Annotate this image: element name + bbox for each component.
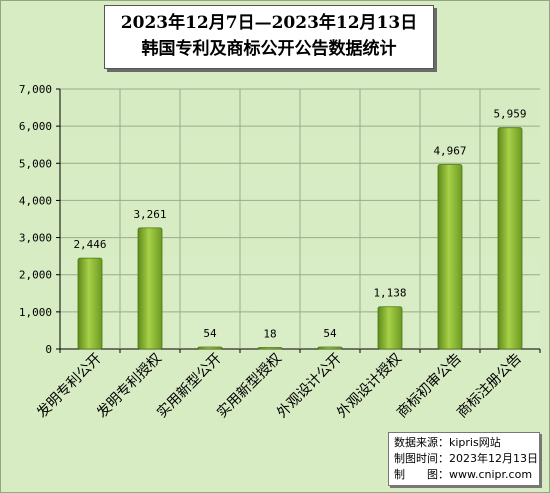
y-tick-label: 7,000: [19, 83, 52, 96]
source-box: 数据来源：kipris网站 制图时间：2023年12月13日 制 图：www.c…: [388, 432, 540, 486]
y-tick-label: 1,000: [19, 306, 52, 319]
y-tick-label: 4,000: [19, 194, 52, 207]
bar-value-label: 54: [323, 327, 337, 340]
bar-value-label: 1,138: [373, 287, 406, 300]
x-tick-label: 商标注册公告: [454, 351, 525, 422]
y-tick-label: 2,000: [19, 269, 52, 282]
bar-value-label: 54: [203, 327, 217, 340]
bar: [378, 307, 402, 349]
bar: [438, 165, 462, 349]
y-tick-label: 3,000: [19, 232, 52, 245]
chart-date-text: 制图时间：2023年12月13日: [394, 451, 539, 467]
bar-value-label: 2,446: [73, 238, 106, 251]
y-tick-label: 5,000: [19, 157, 52, 170]
bar-value-label: 5,959: [493, 108, 526, 121]
bar: [198, 347, 222, 349]
source-text: 数据来源：kipris网站: [394, 435, 539, 451]
y-tick-label: 0: [45, 343, 52, 356]
bar-value-label: 4,967: [433, 145, 466, 158]
bar: [138, 228, 162, 349]
bar: [318, 347, 342, 349]
bar: [498, 128, 522, 349]
bar: [78, 258, 102, 349]
bar-value-label: 3,261: [133, 208, 166, 221]
y-tick-label: 6,000: [19, 120, 52, 133]
author-text: 制 图：www.cnipr.com: [394, 467, 539, 483]
bar-value-label: 18: [263, 328, 276, 341]
bar: [258, 348, 282, 350]
